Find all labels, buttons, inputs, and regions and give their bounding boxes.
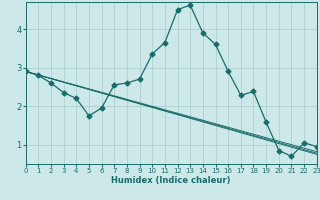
X-axis label: Humidex (Indice chaleur): Humidex (Indice chaleur): [111, 176, 231, 185]
